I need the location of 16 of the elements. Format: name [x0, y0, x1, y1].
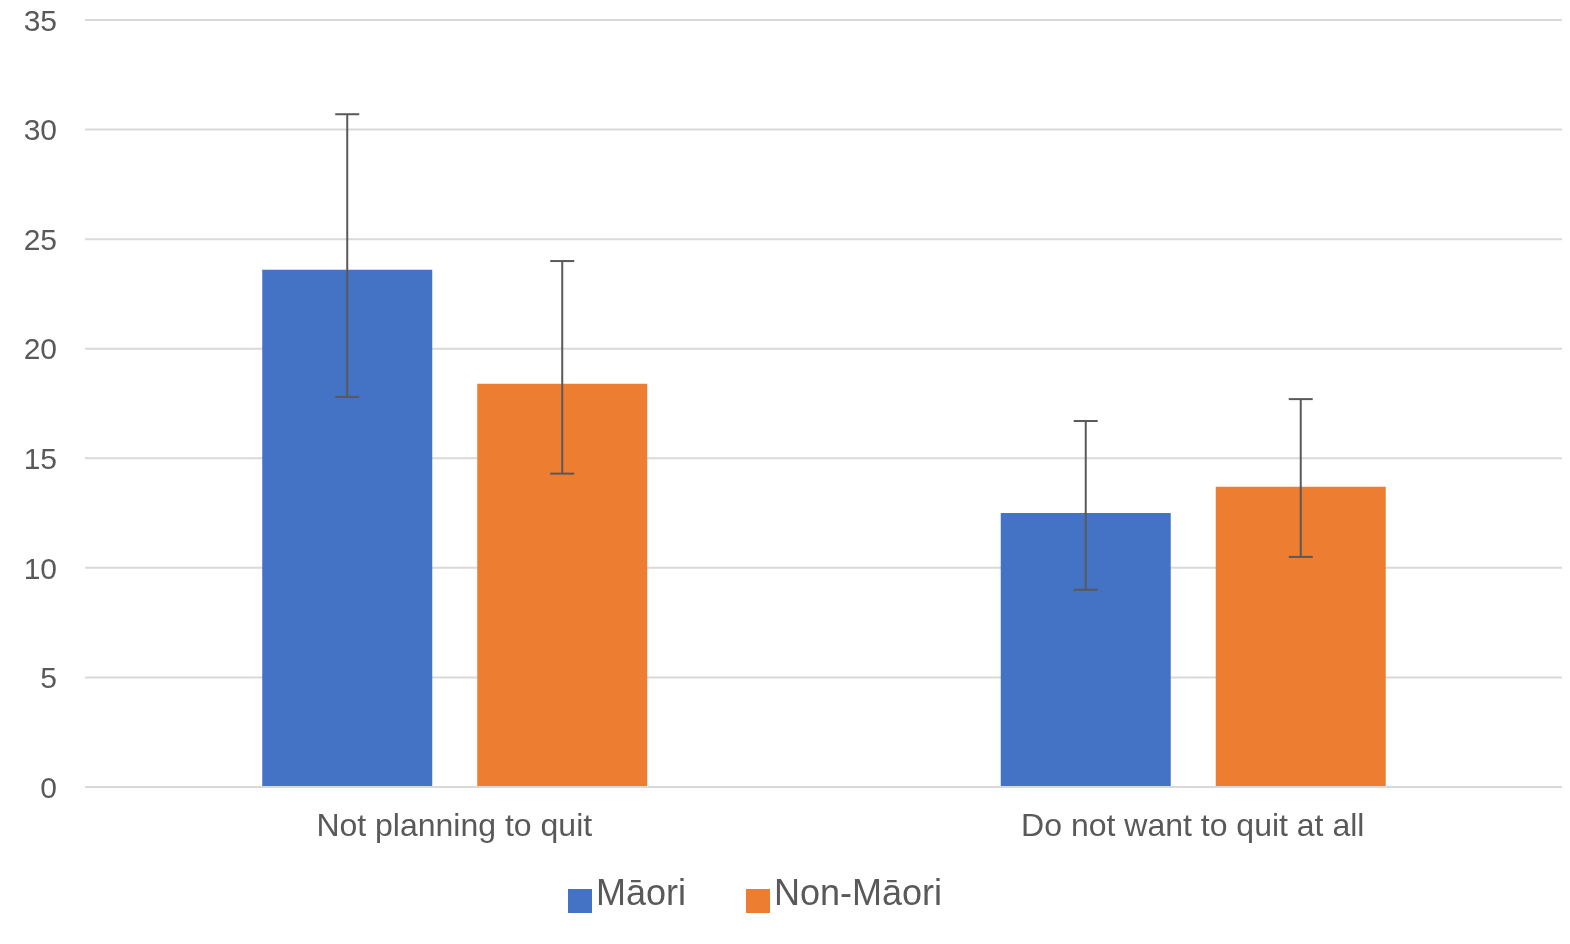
bar [262, 269, 433, 787]
x-tick-label: Not planning to quit [316, 806, 593, 843]
legend-label: Māori [595, 872, 686, 913]
y-tick-label: 30 [23, 113, 57, 147]
y-tick-label: 0 [40, 770, 57, 804]
y-tick-label: 35 [23, 3, 57, 37]
x-tick-label: Do not want to quit at all [1021, 806, 1365, 843]
y-tick-label: 15 [23, 441, 57, 475]
y-tick-label: 10 [23, 551, 57, 585]
bar [477, 383, 648, 787]
y-tick-label: 25 [23, 222, 57, 256]
legend-label: Non-Māori [773, 872, 943, 913]
bar [1000, 513, 1171, 787]
y-tick-label: 5 [40, 661, 57, 695]
bar [1215, 486, 1386, 787]
y-tick-label: 20 [23, 332, 57, 366]
